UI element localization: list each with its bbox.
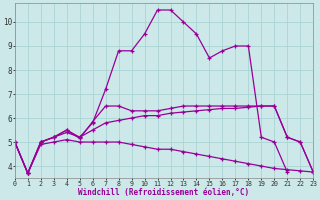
X-axis label: Windchill (Refroidissement éolien,°C): Windchill (Refroidissement éolien,°C)	[78, 188, 250, 197]
